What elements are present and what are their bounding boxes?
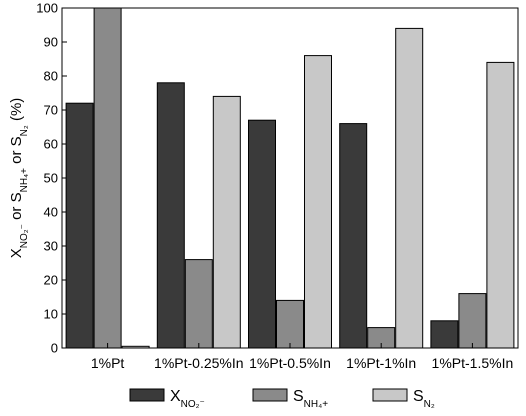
legend-label-x-no: XNO₂⁻​: [170, 388, 205, 410]
y-tick-label: 10: [44, 307, 58, 322]
legend-swatch-s-n: [372, 388, 408, 402]
y-tick-label: 90: [44, 35, 58, 50]
legend-swatch-x-no: [129, 388, 165, 402]
bar-s-nh-1-pt-0-5-in: [276, 299, 304, 349]
plot-frame: [61, 7, 519, 349]
bar-x-no-1-pt: [65, 102, 94, 349]
x-tick-label: 1%Pt-1%In: [346, 355, 416, 371]
legend-label-s-nh: SNH₄+​: [293, 388, 328, 410]
legend: XNO₂⁻​ SNH₄+​ SN₂​: [129, 388, 435, 410]
y-tick-label: 40: [44, 205, 58, 220]
y-tick-label: 30: [44, 239, 58, 254]
x-tick-label: 1%Pt: [91, 355, 125, 371]
y-tick-label: 0: [51, 341, 58, 356]
y-tick-label: 70: [44, 103, 58, 118]
y-axis-ticks: 0 10 20 30 40 50 60 70 80 90 100: [36, 1, 67, 356]
bar-x-no-1-pt-0-25-in: [156, 82, 185, 349]
x-axis-labels: 1%Pt 1%Pt-0.25%In 1%Pt-0.5%In 1%Pt-1%In 1%Pt…: [91, 343, 513, 371]
y-tick-label: 50: [44, 171, 58, 186]
x-tick-label: 1%Pt-0.5%In: [249, 355, 331, 371]
bar-s-n-1-pt-1-in: [395, 27, 424, 349]
legend-swatch-s-nh: [252, 388, 288, 402]
y-tick-label: 80: [44, 69, 58, 84]
bar-s-n-1-pt-0-25-in: [212, 95, 241, 349]
bar-x-no-1-pt-0-5-in: [248, 119, 276, 349]
x-tick-label: 1%Pt-0.25%In: [154, 355, 244, 371]
legend-label-s-n: SN₂​: [413, 388, 435, 410]
y-tick-label: 60: [44, 137, 58, 152]
bar-s-nh-1-pt-0-25-in: [184, 259, 213, 349]
x-tick-label: 1%Pt-1.5%In: [432, 355, 514, 371]
bars: [65, 7, 515, 349]
bar-s-nh-1-pt-1-5-in: [458, 293, 487, 349]
y-axis-label: XNO₂⁻​ or SNH₄+​ or SN₂​ (%): [8, 98, 30, 259]
y-tick-label: 100: [36, 1, 58, 16]
bar-s-n-1-pt-1-5-in: [486, 61, 515, 349]
bar-x-no-1-pt-1-in: [339, 123, 368, 349]
bar-s-nh-1-pt: [93, 7, 122, 349]
y-tick-label: 20: [44, 273, 58, 288]
bar-x-no-1-pt-1-5-in: [430, 320, 459, 349]
bar-s-n-1-pt-0-5-in: [304, 55, 332, 349]
